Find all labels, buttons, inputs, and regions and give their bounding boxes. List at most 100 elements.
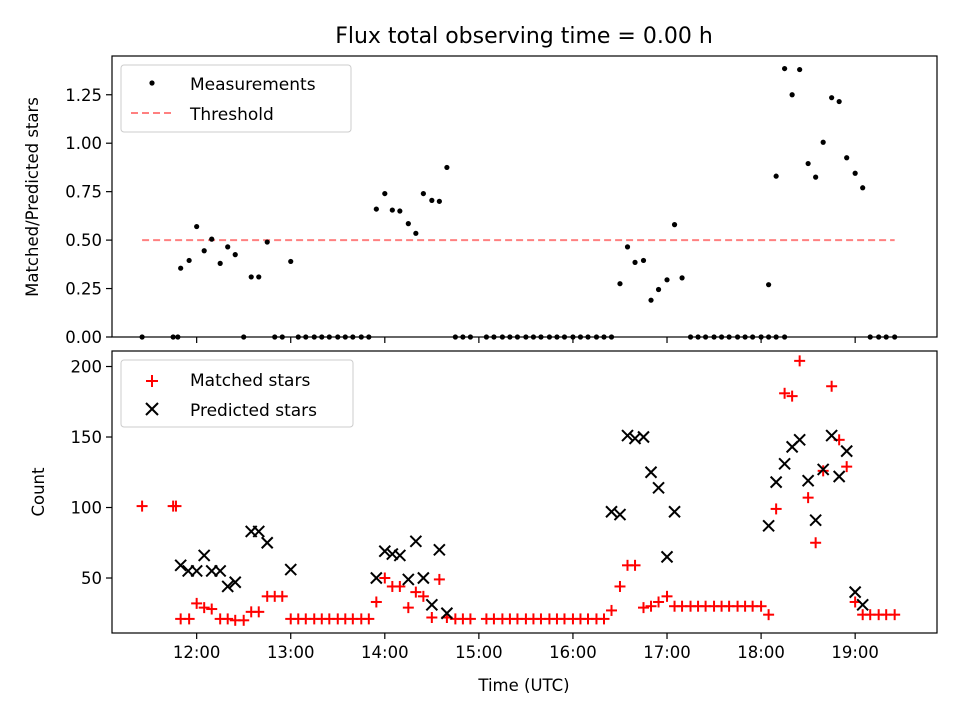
predicted-stars-point: [284, 563, 297, 576]
predicted-stars-point: [402, 573, 415, 586]
matched-stars-point: [402, 602, 414, 614]
measurement-point: [852, 170, 858, 176]
matched-stars-point: [183, 613, 195, 625]
y-tick-label: 0.00: [65, 328, 102, 347]
measurement-point: [671, 222, 678, 228]
top-axes-frame: [111, 55, 938, 338]
matched-stars-point: [191, 597, 203, 609]
x-tick-label: 18:00: [737, 643, 785, 662]
measurement-point: [797, 66, 803, 73]
y-tick-label: 1.00: [65, 134, 102, 153]
x-tick-label: 19:00: [831, 643, 879, 662]
predicted-stars-point: [801, 474, 815, 487]
measurement-point: [640, 257, 647, 264]
measurement-point: [389, 207, 395, 213]
matched-stars-point: [206, 603, 218, 615]
predicted-stars-point: [816, 463, 830, 476]
predicted-stars-point: [848, 585, 862, 599]
top-x-ticks: [196, 337, 856, 343]
matched-stars-point: [276, 590, 288, 602]
matched-stars-point: [661, 590, 673, 602]
predicted-stars-point: [221, 580, 234, 593]
measurement-point: [178, 265, 184, 271]
predicted-stars-point: [769, 475, 783, 489]
matched-stars-point: [779, 387, 791, 399]
matched-stars-point: [841, 461, 853, 473]
predicted-stars-point: [605, 505, 618, 518]
matched-stars-point: [253, 606, 265, 618]
legend-threshold-label: Threshold: [189, 105, 274, 125]
measurement-point: [648, 297, 654, 303]
matched-stars-point: [810, 537, 822, 549]
measurement-point: [782, 65, 788, 72]
matched-stars-point: [370, 596, 382, 608]
top-legend-box: [120, 64, 352, 133]
measurement-point: [624, 244, 631, 250]
legend-matched-marker: [146, 375, 158, 387]
matched-stars-point: [410, 586, 422, 598]
matched-stars-point: [136, 500, 148, 512]
bottom-legend: Matched stars Predicted stars: [120, 359, 354, 428]
matched-stars-point: [170, 500, 182, 512]
measurement-point: [413, 230, 419, 236]
matched-stars-point: [763, 609, 775, 621]
measurement-point: [373, 206, 379, 212]
matched-stars-point: [889, 609, 901, 621]
measurement-point: [194, 223, 200, 230]
top-marks: [139, 65, 898, 340]
measurement-point: [405, 221, 411, 227]
predicted-stars-point: [809, 513, 822, 527]
y-tick-label: 0.50: [65, 231, 102, 250]
predicted-stars-point: [762, 519, 775, 533]
matched-stars-point: [464, 613, 476, 625]
predicted-stars-point: [174, 559, 187, 572]
measurement-point: [186, 257, 192, 264]
matched-stars-point: [645, 600, 657, 612]
measurement-point: [844, 155, 850, 161]
x-tick-label: 12:00: [173, 643, 221, 662]
measurement-point: [632, 259, 638, 265]
measurement-point: [860, 185, 866, 191]
matched-stars-point: [802, 492, 814, 504]
predicted-stars-point: [409, 535, 423, 548]
predicted-stars-point: [440, 607, 454, 620]
bottom-legend-box: [120, 359, 354, 428]
legend-measurements-marker: [149, 80, 155, 86]
predicted-stars-point: [370, 571, 383, 585]
x-tick-label: 15:00: [455, 643, 503, 662]
measurement-point: [766, 282, 772, 288]
y-tick-label: 100: [71, 499, 103, 518]
y-tick-label: 150: [71, 428, 103, 447]
top-legend: Measurements Threshold: [120, 64, 352, 133]
predicted-stars-point: [621, 429, 634, 442]
x-tick-label: 14:00: [361, 643, 409, 662]
measurement-point: [617, 281, 623, 287]
y-tick-label: 0.25: [65, 280, 102, 299]
matched-stars-point: [786, 390, 798, 402]
matched-stars-point: [826, 380, 838, 392]
matched-stars-point: [598, 613, 610, 625]
matched-stars-point: [238, 614, 250, 626]
predicted-stars-point: [197, 549, 211, 562]
predicted-stars-point: [229, 576, 242, 589]
legend-measurements-label: Measurements: [190, 75, 316, 95]
measurement-point: [429, 197, 435, 203]
matched-stars-point: [653, 596, 665, 608]
matched-stars-point: [606, 604, 618, 616]
matched-stars-point: [433, 573, 445, 585]
x-tick-label: 17:00: [643, 643, 691, 662]
measurement-point: [444, 164, 450, 171]
measurement-point: [679, 275, 685, 281]
predicted-stars-point: [652, 481, 665, 494]
legend-predicted-label: Predicted stars: [190, 401, 317, 421]
measurement-point: [813, 174, 819, 180]
top-y-ticks: 0.00 0.25 0.50 0.75 1.00 1.25: [65, 86, 112, 347]
predicted-stars-point: [433, 543, 446, 557]
bottom-axes-frame: [111, 350, 938, 634]
x-tick-label: 16:00: [549, 643, 597, 662]
predicted-stars-point: [840, 444, 853, 458]
legend-predicted-marker: [145, 402, 159, 416]
top-panel: 0.00 0.25 0.50 0.75 1.00 1.25 Matched/Predict…: [23, 55, 938, 347]
predicted-stars-point: [856, 598, 869, 612]
